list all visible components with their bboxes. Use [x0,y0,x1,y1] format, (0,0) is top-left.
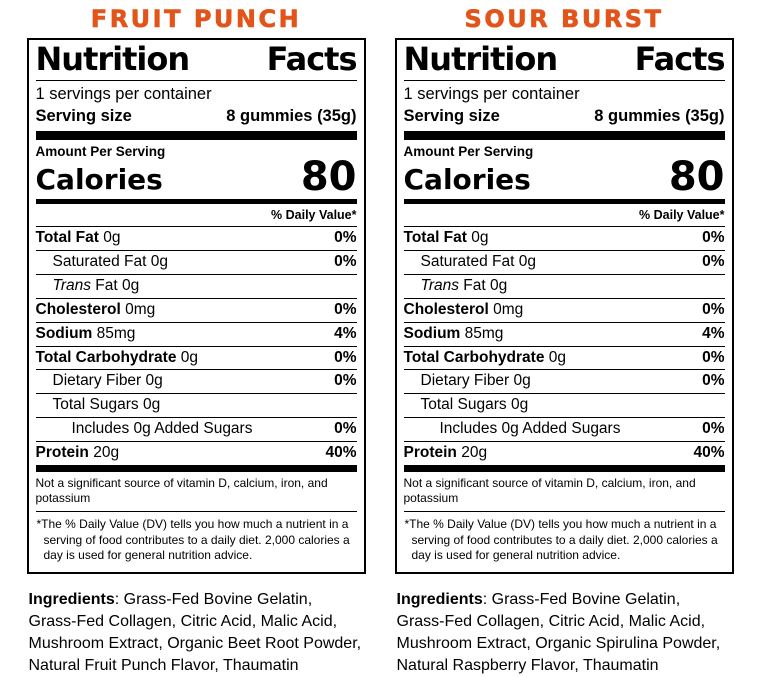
nutrient-row-saturated-fat: Saturated Fat 0g 0% [35,249,357,274]
nutrient-row-total-fat: Total Fat 0g 0% [35,226,357,250]
nutrition-facts-label: Nutrition Facts 1 servings per container… [394,38,734,574]
calories-value: 80 [300,154,357,201]
nutrient-row-trans-fat: Trans Fat 0g [35,273,357,298]
nutrient-row-total-fat: Total Fat 0g 0% [403,226,725,250]
serving-size-value: 8 gummies (35g) [594,107,725,126]
serving-size-label: Serving size [35,107,132,126]
nutrient-row-protein: Protein 20g 40% [403,441,725,465]
nutrient-row-trans-fat: Trans Fat 0g [403,273,725,298]
ingredients-paragraph: Ingredients: Grass-Fed Bovine Gelatin, G… [395,589,734,677]
thick-divider [403,130,725,140]
daily-value-header: % Daily Value* [639,208,725,223]
ingredients-paragraph: Ingredients: Grass-Fed Bovine Gelatin, G… [27,589,366,677]
daily-value-header: % Daily Value* [271,208,357,223]
nutrient-row-sodium: Sodium 85mg 4% [35,321,357,346]
medium-divider [403,199,725,205]
calories-label: Calories [35,162,163,196]
serving-size-row: Serving size 8 gummies (35g) [404,104,725,131]
nutrient-row-cholesterol: Cholesterol 0mg 0% [403,297,725,322]
flavor-title-sour-burst: SOUR BURST [464,5,664,34]
serving-size-row: Serving size 8 gummies (35g) [36,104,357,131]
thick-divider [403,465,725,473]
nutrient-row-total-sugars: Total Sugars 0g [35,393,357,417]
nutrient-row-total-sugars: Total Sugars 0g [403,393,725,417]
amount-per-serving-label: Amount Per Serving [35,143,166,159]
nutrient-row-dietary-fiber: Dietary Fiber 0g 0% [403,369,725,393]
nutrient-row-sodium: Sodium 85mg 4% [403,321,725,346]
label-sour-burst: SOUR BURST Nutrition Facts 1 servings pe… [394,4,734,677]
thick-divider [35,465,357,473]
nutrient-row-cholesterol: Cholesterol 0mg 0% [35,297,357,322]
calories-row: Calories 80 [35,154,357,201]
serving-size-label: Serving size [403,107,500,126]
nutrition-facts-label: Nutrition Facts 1 servings per container… [26,38,366,574]
ingredients-text: : Grass-Fed Bovine Gelatin, Grass-Fed Co… [396,590,721,675]
not-significant-note: Not a significant source of vitamin D, c… [35,476,328,506]
servings-per-container: 1 servings per container [35,84,212,103]
not-significant-note: Not a significant source of vitamin D, c… [403,476,696,506]
nutrition-facts-title: Nutrition Facts [403,42,726,81]
thick-divider [35,130,357,140]
medium-divider [35,199,357,205]
nutrient-row-total-carbohydrate: Total Carbohydrate 0g 0% [35,345,357,370]
nutrition-facts-title: Nutrition Facts [35,42,358,81]
label-fruit-punch: FRUIT PUNCH Nutrition Facts 1 servings p… [26,4,366,677]
ingredients-label: Ingredients [28,590,115,608]
daily-value-footnote: *The % Daily Value (DV) tells you how mu… [35,511,357,565]
calories-row: Calories 80 [403,154,725,201]
servings-per-container: 1 servings per container [403,84,580,103]
nutrient-row-added-sugars: Includes 0g Added Sugars 0% [35,417,357,441]
serving-size-value: 8 gummies (35g) [226,107,357,126]
calories-label: Calories [403,162,531,196]
amount-per-serving-label: Amount Per Serving [403,143,534,159]
nutrient-row-total-carbohydrate: Total Carbohydrate 0g 0% [403,345,725,370]
calories-value: 80 [668,154,725,201]
nutrient-row-saturated-fat: Saturated Fat 0g 0% [403,249,725,274]
flavor-title-fruit-punch: FRUIT PUNCH [90,5,302,34]
nutrient-row-added-sugars: Includes 0g Added Sugars 0% [403,417,725,441]
nutrient-row-dietary-fiber: Dietary Fiber 0g 0% [35,369,357,393]
ingredients-label: Ingredients [396,590,483,608]
daily-value-footnote: *The % Daily Value (DV) tells you how mu… [403,511,725,565]
nutrient-row-protein: Protein 20g 40% [35,441,357,465]
